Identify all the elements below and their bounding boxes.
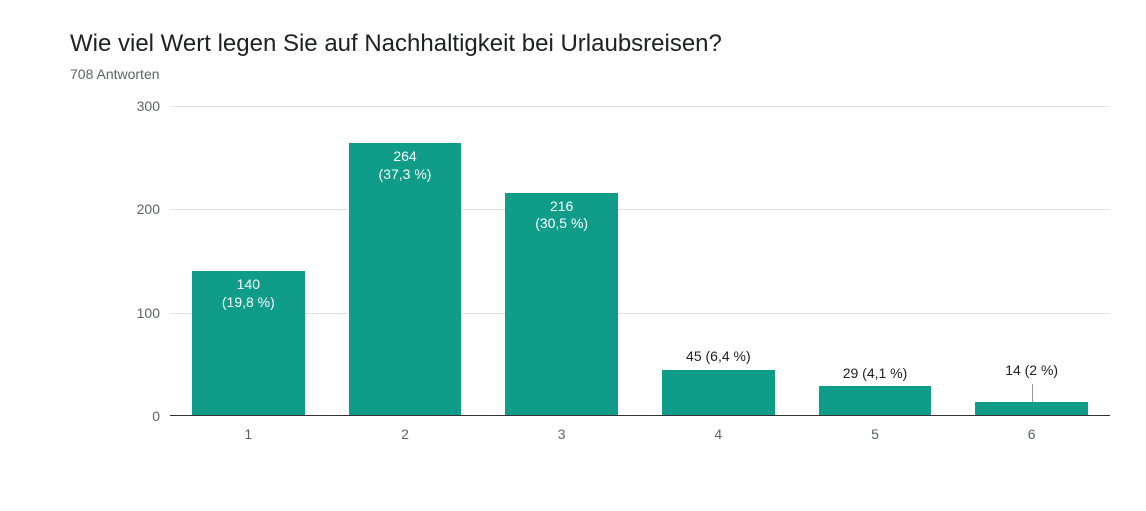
bar-value-label: 29 (4,1 %) [775,365,975,383]
chart-title: Wie viel Wert legen Sie auf Nachhaltigke… [70,30,1106,58]
y-tick-label: 300 [110,98,160,114]
x-tick-label: 3 [532,426,592,442]
bar-value-label: 45 (6,4 %) [618,348,818,366]
bar-value-label: 14 (2 %) [932,362,1132,380]
bar [505,193,618,416]
bars-group: 140(19,8 %)264(37,3 %)216(30,5 %)45 (6,4… [170,106,1110,416]
chart-area: 0100200300 140(19,8 %)264(37,3 %)216(30,… [110,106,1110,446]
y-tick-label: 0 [110,408,160,424]
bar [819,386,932,416]
y-tick-label: 200 [110,201,160,217]
x-tick-label: 6 [1002,426,1062,442]
plot-region: 140(19,8 %)264(37,3 %)216(30,5 %)45 (6,4… [170,106,1110,416]
bar [662,370,775,417]
x-tick-label: 5 [845,426,905,442]
bar [192,271,305,416]
x-tick-label: 1 [218,426,278,442]
x-tick-label: 4 [688,426,748,442]
x-axis-line [170,415,1110,416]
y-tick-label: 100 [110,305,160,321]
leader-line [1032,384,1033,402]
x-tick-label: 2 [375,426,435,442]
chart-subtitle: 708 Antworten [70,66,1106,82]
bar [349,143,462,416]
bar [975,402,1088,416]
